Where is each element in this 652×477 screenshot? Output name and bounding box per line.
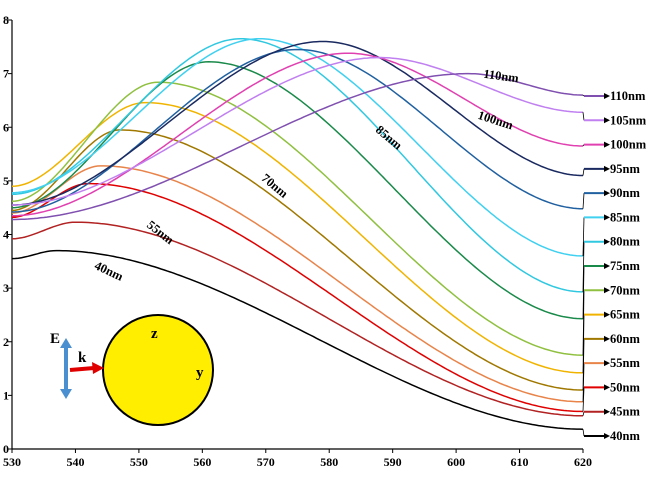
y-tick-label: 7 [3,67,9,81]
curve-annotation: 40nm [92,258,126,284]
legend-label: 100nm [610,138,647,152]
legend-arrowhead [604,408,610,415]
legend-leader-line [582,217,585,256]
legend-arrowhead [604,287,610,294]
x-tick-label: 530 [3,455,21,469]
series-layer [11,38,584,430]
x-tick-label: 590 [384,455,402,469]
series-line-40nm [11,249,584,430]
legend-label: 65nm [610,308,640,322]
x-tick-label: 610 [511,455,529,469]
k-vector-arrow [69,366,95,372]
legend-arrowhead [604,311,610,318]
e-field-label: E [50,331,60,347]
series-line-65nm [11,101,584,374]
curve-annotation: 110nm [483,67,521,86]
x-tick-label: 620 [574,455,592,469]
legend-leader-line [582,168,585,176]
legend-leader-line [582,241,585,292]
legend-arrowhead [604,335,610,342]
legend-label: 40nm [610,429,640,443]
inset-diagram: E k z y [50,314,214,426]
legend-leader-line [582,290,585,356]
y-tick-label: 1 [3,388,9,402]
series-line-70nm [11,81,584,356]
y-tick-label: 5 [3,174,9,188]
series-line-60nm [11,129,583,391]
y-tick-label: 6 [3,120,9,134]
legend-label: 70nm [610,283,640,297]
legend-arrowhead [604,190,610,197]
legend-label: 85nm [610,210,640,224]
y-tick-label: 4 [3,228,9,242]
e-field-arrowhead-bottom [60,389,72,399]
y-tick-label: 8 [3,13,9,27]
y-axis-label: y [196,365,204,381]
legend-arrowhead [604,238,610,245]
legend-leader-line [582,94,585,97]
k-vector-arrowhead [92,362,104,374]
legend-label: 80nm [610,235,640,249]
legend-label: 105nm [610,113,647,127]
legend-leader-line [582,144,585,147]
legend-arrowhead [604,214,610,221]
series-line-85nm [11,38,583,257]
axes: 530 540 550 560 570 580 590 600 610 620 0 1 2 3 4 5 6 7 8 [3,13,592,469]
curve-annotation: 100nm [476,108,515,133]
legend-arrowhead [604,141,610,148]
legend-label: 45nm [610,405,640,419]
y-tick-label: 0 [3,442,9,456]
x-tick-label: 600 [447,455,465,469]
legend-leader-line [582,265,585,319]
x-tick-label: 570 [257,455,275,469]
series-line-90nm [11,48,584,213]
series-line-75nm [11,61,584,320]
y-tick-label: 2 [3,335,9,349]
x-tick-label: 580 [320,455,338,469]
legend-arrowhead [604,263,610,269]
series-line-105nm [12,56,583,206]
legend-label: 90nm [610,186,640,200]
legend-label: 110nm [610,89,646,103]
k-vector-label: k [78,350,87,366]
legend-leader-line [582,387,585,412]
series-line-95nm [12,40,583,206]
legend-arrowhead [604,360,610,367]
legend-arrowhead [604,165,610,172]
z-axis-label: z [151,326,158,342]
legend: 40nm 45nm 50nm 55nm 60nm 65nm 70nm 75nm 80nm 85nm… [582,89,647,443]
series-line-80nm [11,38,584,293]
legend-leader-line [582,411,585,416]
legend-label: 50nm [610,380,640,394]
x-tick-label: 560 [193,455,211,469]
legend-arrowhead [604,93,610,99]
legend-arrowhead [604,117,610,124]
legend-arrowhead [604,433,610,439]
series-line-55nm [11,165,583,403]
series-line-45nm [11,221,584,417]
curve-annotation: 70nm [259,171,291,201]
series-line-110nm [12,72,584,221]
x-tick-label: 550 [130,455,148,469]
legend-leader-line [582,193,585,209]
y-tick-label: 3 [3,281,9,295]
x-tick-label: 540 [66,455,84,469]
e-field-arrowhead-top [60,338,72,348]
legend-leader-line [582,429,585,437]
legend-leader-line [582,112,585,121]
series-line-100nm [12,52,583,217]
sphere [102,314,214,426]
legend-label: 55nm [610,356,640,370]
legend-label: 95nm [610,162,640,176]
legend-label: 60nm [610,332,640,346]
legend-label: 75nm [610,259,640,273]
legend-arrowhead [604,384,610,391]
